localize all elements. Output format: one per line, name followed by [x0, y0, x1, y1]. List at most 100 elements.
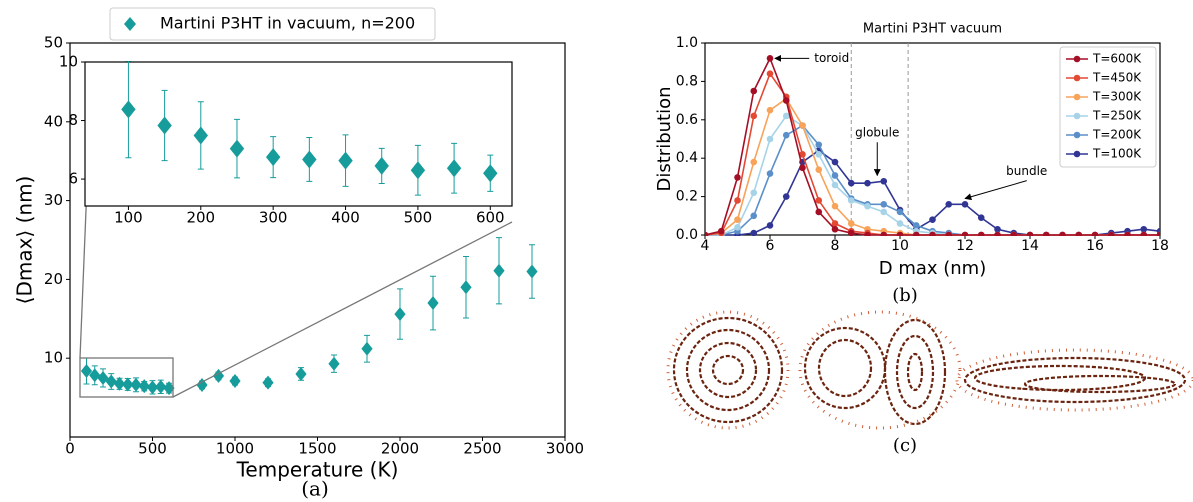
data-point: [374, 156, 389, 175]
legend-marker: [1073, 93, 1081, 101]
y-tick-label: 0.2: [676, 189, 698, 205]
plot-area: [84, 61, 513, 207]
plot-content: [121, 61, 498, 196]
data-point: [1026, 231, 1034, 236]
data-point: [483, 164, 498, 183]
x-tick-label: 500: [404, 209, 433, 227]
legend-marker: [1073, 150, 1081, 158]
y-tick-label: 0.8: [676, 73, 698, 89]
data-point: [864, 231, 871, 236]
chain-loop: [963, 356, 1187, 404]
data-point: [815, 208, 823, 216]
data-point: [146, 380, 159, 395]
data-point: [912, 222, 920, 229]
legend-marker: [1073, 112, 1081, 120]
data-point: [1010, 231, 1018, 236]
data-point: [847, 179, 855, 187]
data-point: [130, 377, 142, 392]
data-point: [880, 177, 888, 185]
data-point: [831, 172, 839, 179]
x-tick-label: 400: [331, 209, 360, 227]
data-point: [157, 116, 172, 135]
legend-marker: [1073, 55, 1081, 63]
y-tick-label: 8: [68, 111, 78, 129]
data-point: [122, 377, 134, 392]
data-point: [831, 202, 839, 210]
data-point: [961, 200, 969, 208]
haze: [798, 310, 962, 430]
y-tick-label: 0.0: [676, 227, 698, 243]
data-point: [295, 366, 307, 381]
data-point: [945, 231, 953, 236]
data-point: [766, 170, 774, 177]
chart-title: Martini P3HT vacuum: [863, 22, 1002, 37]
x-tick-label: 1500: [298, 440, 336, 458]
y-tick-label: 0.4: [676, 150, 698, 166]
data-point: [717, 227, 725, 235]
x-tick-label: 12: [956, 238, 974, 254]
data-point: [847, 197, 855, 204]
data-point: [896, 231, 904, 236]
data-point: [912, 231, 920, 236]
data-point: [831, 225, 839, 233]
data-point: [328, 356, 340, 371]
data-point: [782, 193, 790, 200]
data-point: [994, 225, 1001, 233]
data-point: [265, 148, 281, 167]
data-point: [410, 161, 426, 180]
data-point: [493, 263, 505, 278]
data-point: [799, 164, 806, 172]
x-tick-label: 18: [1151, 238, 1169, 254]
plot-content: [705, 43, 1160, 236]
chain-loop: [1023, 374, 1177, 394]
chain-loop: [685, 328, 771, 412]
haze: [955, 348, 1193, 412]
legend-marker: [124, 17, 136, 31]
y-tick-label: 6: [68, 170, 78, 188]
data-point: [750, 87, 758, 95]
y-tick-label: 40: [44, 112, 63, 130]
chain-loop: [895, 334, 935, 410]
toroid-snapshot: [672, 316, 784, 424]
x-tick-label: 10: [891, 238, 909, 254]
data-point: [446, 159, 462, 178]
data-point: [1156, 231, 1160, 236]
data-point: [1124, 231, 1131, 236]
chain-loop: [906, 352, 924, 392]
data-point: [193, 126, 208, 145]
legend-marker: [1073, 74, 1081, 82]
plot-content: [80, 237, 538, 396]
data-point: [1091, 231, 1099, 236]
data-point: [229, 374, 241, 389]
data-point: [977, 214, 985, 222]
data-point: [302, 150, 317, 169]
x-tick-label: 300: [259, 209, 288, 227]
data-point: [338, 151, 353, 170]
data-point: [864, 202, 871, 210]
x-tick-label: 3000: [546, 440, 584, 458]
annotation: globule: [855, 126, 899, 140]
data-point: [734, 224, 741, 231]
legend-label: T=250K: [1092, 109, 1142, 123]
data-point: [766, 135, 774, 143]
panel-label: (b): [892, 285, 918, 306]
y-tick-label: 20: [44, 270, 63, 288]
data-point: [155, 379, 167, 394]
x-tick-label: 6: [766, 238, 775, 254]
data-point: [815, 166, 823, 174]
panel-label: (c): [893, 435, 917, 456]
data-point: [526, 264, 538, 279]
legend-label: Martini P3HT in vacuum, n=200: [160, 14, 415, 33]
zoom-connector: [172, 221, 513, 398]
data-point: [1140, 225, 1148, 233]
data-point: [880, 231, 888, 236]
x-tick-label: 1000: [216, 440, 254, 458]
data-point: [427, 296, 439, 311]
data-point: [847, 220, 855, 227]
chain-loop: [817, 338, 873, 398]
x-tick-label: 0: [65, 440, 75, 458]
x-tick-label: 14: [1021, 238, 1039, 254]
